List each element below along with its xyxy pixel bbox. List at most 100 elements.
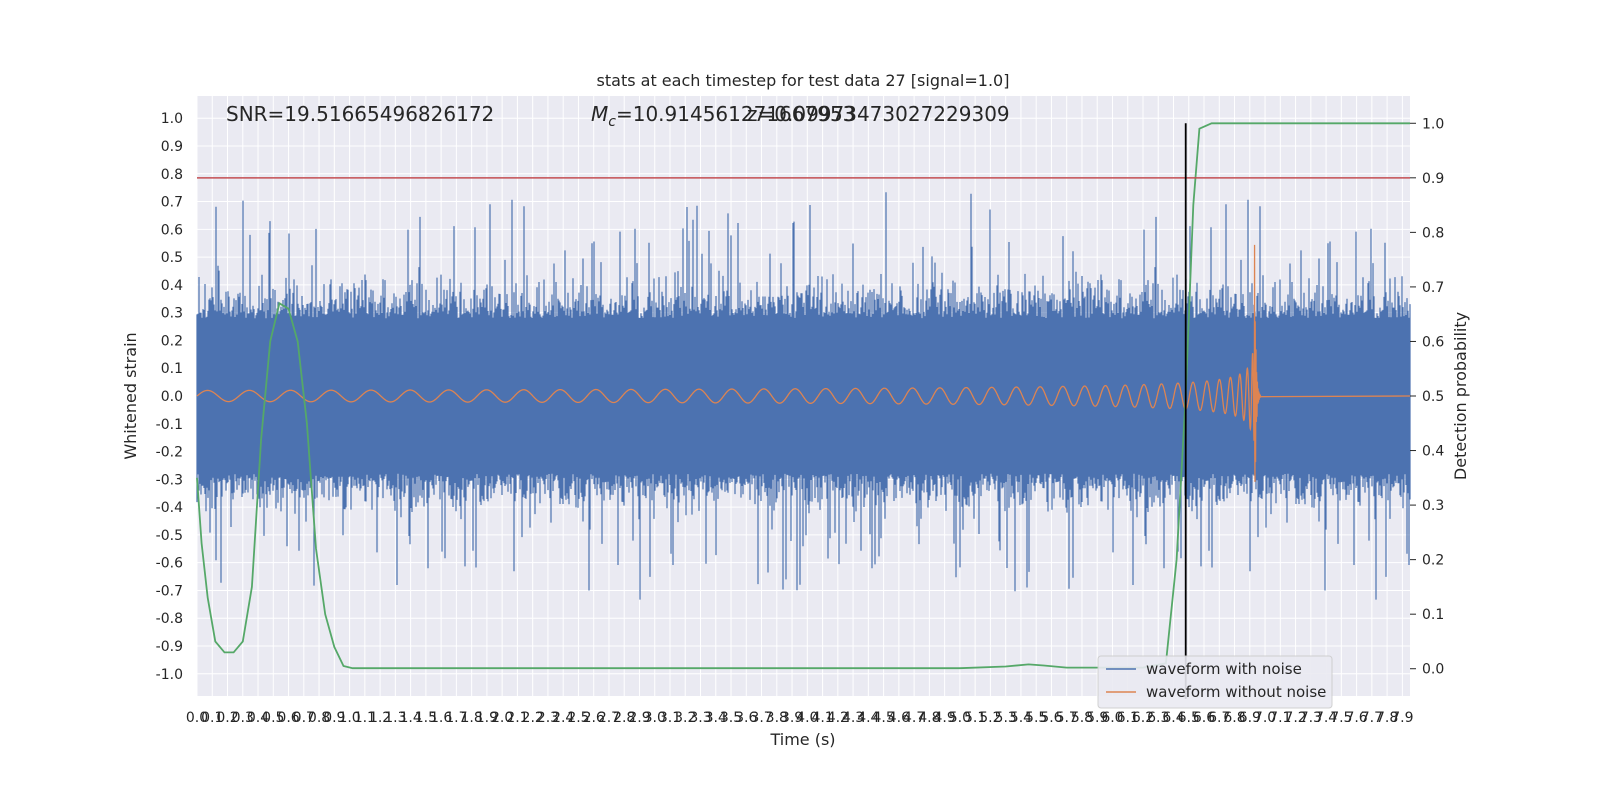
x-tick-label: 6.8 (1223, 710, 1245, 726)
x-tick-label: 7.9 (1391, 710, 1413, 726)
x-tick-label: 6.7 (1208, 710, 1230, 726)
x-tick-label: 2.5 (567, 710, 589, 726)
legend-label-noisy: waveform with noise (1146, 660, 1302, 678)
x-tick-label: 6.4 (1162, 710, 1184, 726)
x-tick-label: 2.2 (522, 710, 544, 726)
x-tick-label: 7.8 (1376, 710, 1398, 726)
y2-tick-label: 1.0 (1422, 116, 1444, 132)
x-tick-label: 4.0 (796, 710, 818, 726)
x-tick-label: 0.6 (277, 710, 299, 726)
series-waveform-with-noise (196, 192, 1411, 600)
x-tick-label: 5.1 (964, 710, 986, 726)
x-tick-label: 7.0 (1254, 710, 1276, 726)
noisy-waveform-line (196, 192, 1411, 600)
y2-tick-label: 0.8 (1422, 225, 1444, 241)
y-tick-label: -0.8 (156, 611, 183, 627)
chirp-mass-symbol: M (591, 102, 608, 126)
x-tick-label: 1.1 (354, 710, 376, 726)
y-tick-label: -0.7 (156, 583, 183, 599)
y-tick-label: 0.5 (161, 250, 183, 266)
y2-tick-label: 0.9 (1422, 171, 1444, 187)
x-tick-label: 6.3 (1147, 710, 1169, 726)
x-tick-label: 2.9 (628, 710, 650, 726)
x-tick-label: 2.7 (598, 710, 620, 726)
overlay-lines (197, 123, 1410, 699)
chirp-mass-annotation: Mc=10.914561271667953 (591, 102, 855, 130)
x-tick-label: 3.4 (705, 710, 727, 726)
y2-tick-label: 0.7 (1422, 280, 1444, 296)
x-tick-label: 4.9 (934, 710, 956, 726)
y-tick-label: -0.9 (156, 639, 183, 655)
chirp-mass-value: =10.914561271667953 (616, 102, 855, 126)
x-tick-label: 2.0 (491, 710, 513, 726)
x-tick-label: 3.8 (766, 710, 788, 726)
y2-tick-label: 0.1 (1422, 607, 1444, 623)
x-tick-label: 4.8 (918, 710, 940, 726)
x-tick-label: 0.9 (323, 710, 345, 726)
y-tick-label: -0.2 (156, 445, 183, 461)
x-tick-label: 0.5 (262, 710, 284, 726)
x-tick-label: 2.3 (537, 710, 559, 726)
x-tick-label: 5.5 (1025, 710, 1047, 726)
y-tick-label: 0.3 (161, 306, 183, 322)
y-tick-label: 0.0 (161, 389, 183, 405)
chart-title: stats at each timestep for test data 27 … (597, 71, 1010, 90)
x-tick-label: 1.9 (476, 710, 498, 726)
y-tick-label: 0.8 (161, 167, 183, 183)
legend-box (1097, 655, 1333, 709)
y2-axis-label: Detection probability (1451, 312, 1470, 480)
y-axis-label: Whitened strain (121, 332, 140, 459)
x-tick-label: 6.9 (1239, 710, 1261, 726)
x-tick-label: 7.4 (1315, 710, 1337, 726)
x-tick-label: 0.4 (247, 710, 269, 726)
x-tick-label: 3.2 (674, 710, 696, 726)
x-tick-label: 6.6 (1193, 710, 1215, 726)
x-tick-label: 0.1 (201, 710, 223, 726)
x-tick-label: 7.7 (1361, 710, 1383, 726)
clean-waveform-line (196, 244, 1411, 482)
y-tick-label: 0.1 (161, 361, 183, 377)
x-tick-label: 3.0 (644, 710, 666, 726)
x-tick-label: 6.5 (1178, 710, 1200, 726)
y2-tick-label: 0.6 (1422, 334, 1444, 350)
x-tick-label: 4.7 (903, 710, 925, 726)
legend-label-clean: waveform without noise (1146, 683, 1326, 701)
series-waveform-without-noise (196, 244, 1411, 482)
y-tick-label: -1.0 (156, 667, 183, 683)
x-tick-label: 3.6 (735, 710, 757, 726)
x-tick-label: 1.0 (338, 710, 360, 726)
x-tick-label: 0.0 (186, 710, 208, 726)
y2-tick-label: 0.5 (1422, 389, 1444, 405)
x-tick-label: 2.4 (552, 710, 574, 726)
x-tick-label: 1.3 (384, 710, 406, 726)
x-tick-label: 5.7 (1056, 710, 1078, 726)
x-tick-label: 0.3 (232, 710, 254, 726)
x-tick-label: 5.2 (979, 710, 1001, 726)
y-tick-label: -0.5 (156, 528, 183, 544)
x-tick-label: 7.2 (1284, 710, 1306, 726)
x-tick-label: 0.7 (293, 710, 315, 726)
x-tick-label: 1.2 (369, 710, 391, 726)
x-tick-label: 4.6 (888, 710, 910, 726)
x-tick-label: 1.6 (430, 710, 452, 726)
y-tick-label: 0.2 (161, 333, 183, 349)
x-tick-label: 6.0 (1101, 710, 1123, 726)
x-tick-label: 1.8 (461, 710, 483, 726)
x-tick-label: 2.1 (506, 710, 528, 726)
x-tick-label: 4.4 (857, 710, 879, 726)
y2-tick-label: 0.4 (1422, 444, 1444, 460)
x-tick-label: 5.0 (949, 710, 971, 726)
x-tick-label: 7.1 (1269, 710, 1291, 726)
x-tick-label: 3.3 (689, 710, 711, 726)
x-tick-label: 4.5 (872, 710, 894, 726)
x-tick-label: 1.4 (399, 710, 421, 726)
x-tick-labels: 0.00.10.20.30.40.50.60.70.80.91.01.11.21… (186, 710, 1414, 726)
y-tick-labels: 1.0 0.9 0.8 0.7 0.6 0.5 0.4 0.3 0.2 0.1 0.0 -0.1 -0.… (156, 111, 183, 683)
x-tick-label: 5.3 (995, 710, 1017, 726)
x-tick-label: 3.9 (781, 710, 803, 726)
y2-tick-labels: 1.0 0.9 0.8 0.7 0.6 0.5 0.4 0.3 0.2 0.1 0.0 (1410, 116, 1444, 678)
x-tick-label: 5.6 (1040, 710, 1062, 726)
x-tick-label: 0.2 (216, 710, 238, 726)
y2-tick-label: 0.3 (1422, 498, 1444, 514)
